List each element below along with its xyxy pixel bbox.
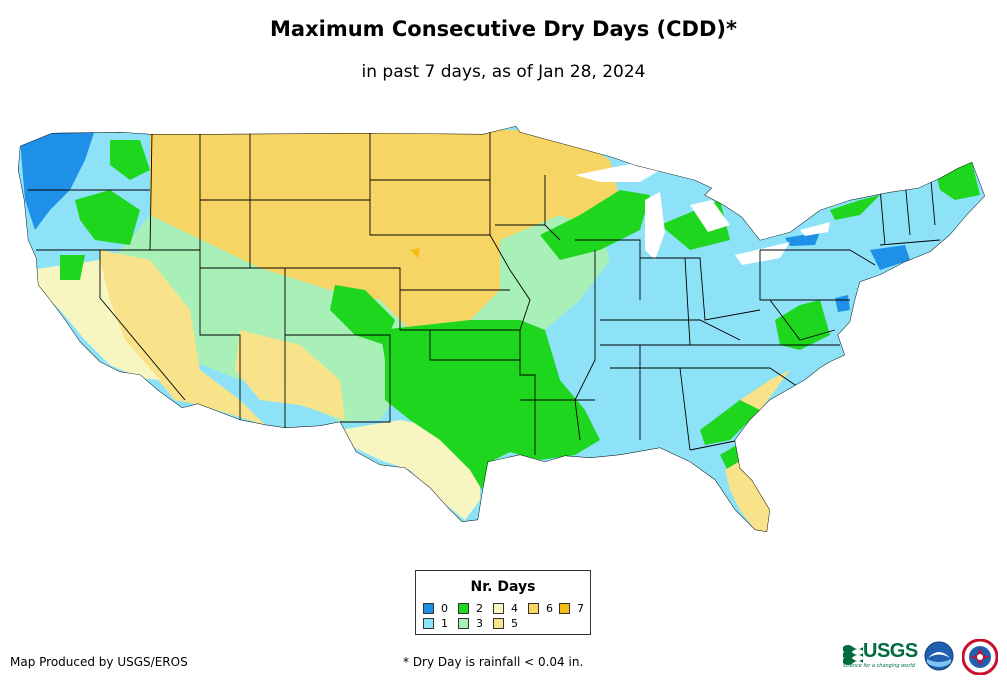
legend-swatch-7 <box>559 603 570 614</box>
usgs-wordmark: USGS <box>863 640 918 662</box>
usgs-logo: USGS science for a changing world <box>843 640 921 670</box>
nws-logo-icon <box>962 639 998 675</box>
legend-swatch-0 <box>423 603 434 614</box>
legend-label-3: 3 <box>476 617 483 630</box>
legend-label-0: 0 <box>441 602 448 615</box>
legend-swatch-1 <box>423 618 434 629</box>
legend-label-1: 1 <box>441 617 448 630</box>
legend-label-4: 4 <box>511 602 518 615</box>
dry-day-footnote: * Dry Day is rainfall < 0.04 in. <box>403 655 584 669</box>
great-lakes <box>575 162 830 265</box>
legend-swatch-6 <box>528 603 539 614</box>
legend-swatch-3 <box>458 618 469 629</box>
legend-label-7: 7 <box>577 602 584 615</box>
map-credit: Map Produced by USGS/EROS <box>10 655 188 669</box>
legend-swatch-2 <box>458 603 469 614</box>
legend-label-6: 6 <box>546 602 553 615</box>
legend-label-5: 5 <box>511 617 518 630</box>
map-subtitle: in past 7 days, as of Jan 28, 2024 <box>361 62 646 82</box>
map-title: Maximum Consecutive Dry Days (CDD)* <box>270 17 737 41</box>
noaa-logo-icon <box>924 641 954 671</box>
legend-title: Nr. Days <box>470 579 536 595</box>
usgs-wave-icon <box>843 645 863 665</box>
legend-swatch-4 <box>493 603 504 614</box>
legend-swatch-5 <box>493 618 504 629</box>
legend-label-2: 2 <box>476 602 483 615</box>
legend: Nr. Days 0 1 2 3 4 5 6 7 <box>415 570 591 635</box>
usgs-tagline: science for a changing world <box>843 663 915 669</box>
